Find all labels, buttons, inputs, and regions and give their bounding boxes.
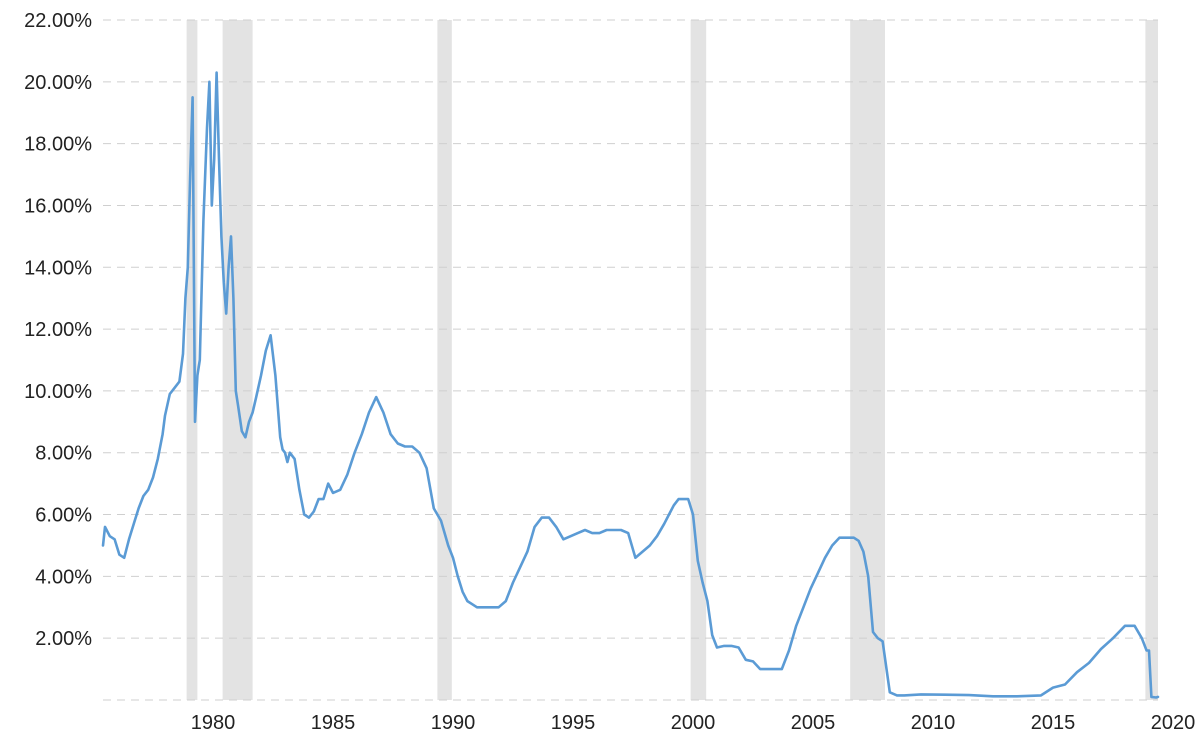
- y-tick-label: 6.00%: [35, 505, 92, 527]
- recession-band-4: [690, 20, 707, 700]
- y-tick-label: 18.00%: [24, 134, 92, 156]
- y-tick-label: 8.00%: [35, 443, 92, 465]
- x-tick-label: 2020: [1151, 712, 1196, 734]
- grid-lines: [103, 19, 1158, 701]
- y-axis-labels: 2.00% 4.00% 6.00% 8.00% 10.00% 12.00% 14.00% 16…: [24, 10, 92, 650]
- y-tick-label: 20.00%: [24, 72, 92, 94]
- x-tick-label: 1990: [431, 712, 476, 734]
- y-tick-label: 2.00%: [35, 628, 92, 650]
- y-tick-label: 22.00%: [24, 10, 92, 32]
- recession-band-1: [186, 20, 198, 700]
- y-tick-label: 10.00%: [24, 381, 92, 403]
- recession-band-6: [1145, 20, 1158, 700]
- x-tick-label: 1980: [191, 712, 236, 734]
- x-axis-labels: 1980 1985 1990 1995 2000 2005 2010 2015 2020: [191, 712, 1196, 734]
- x-tick-label: 2010: [911, 712, 956, 734]
- y-tick-label: 4.00%: [35, 566, 92, 588]
- recession-band-2: [222, 20, 253, 700]
- recession-band-3: [437, 20, 452, 700]
- series-line-1: [101, 71, 1160, 699]
- x-tick-label: 2015: [1031, 712, 1076, 734]
- recession-bands: [186, 20, 1158, 700]
- x-tick-label: 2005: [791, 712, 836, 734]
- y-tick-label: 12.00%: [24, 319, 92, 341]
- y-tick-label: 16.00%: [24, 195, 92, 217]
- y-tick-label: 14.00%: [24, 257, 92, 279]
- series-layer: [101, 71, 1160, 699]
- x-tick-label: 2000: [671, 712, 716, 734]
- x-tick-label: 1985: [311, 712, 356, 734]
- x-tick-label: 1995: [551, 712, 596, 734]
- recession-band-5: [850, 20, 885, 700]
